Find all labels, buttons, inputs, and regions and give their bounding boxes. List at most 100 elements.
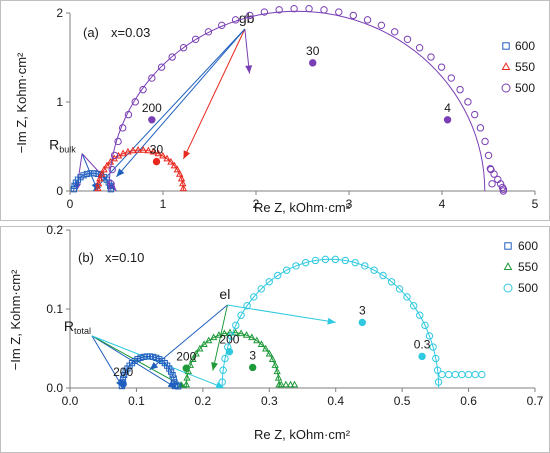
panel-b-series-500-point (265, 278, 273, 286)
panel-a-legend-marker-600 (502, 42, 510, 50)
panel-a-y-tick-label: 1 (56, 95, 63, 109)
panel-a-series-500-point (349, 11, 358, 20)
panel-b-series-550-point (186, 361, 195, 368)
panel-a-series-550-point (154, 149, 162, 157)
panel-b-y-tick-label: 0.1 (46, 302, 63, 316)
panel-b-series-500-point (444, 370, 453, 379)
panel-a-series-500-point (218, 21, 226, 30)
panel-a-series-550-point (177, 174, 186, 182)
panel-b-legend-550: 550 (518, 260, 538, 274)
panel-b-legend-500: 500 (518, 281, 538, 295)
panel-a-series-500-point (108, 165, 116, 174)
panel-b-series-550-point (257, 340, 266, 348)
panel-a-annotation-arrow-gb (116, 28, 246, 178)
panel-a-series-550-point (159, 151, 167, 159)
panel-a-annotation-arrow-gb (183, 28, 246, 160)
panel-a-series-500-point (107, 180, 115, 188)
panel-a-series-550-point (124, 147, 132, 155)
panel-b-series-500-point (250, 293, 258, 301)
panel-b-series-500-point (478, 370, 486, 379)
panel-b: (b) x=0.10 Re Z, kOhm·cm² −Im Z, Kohm·cm… (8, 239, 538, 442)
panel-b-series-550-point (277, 380, 285, 388)
panel-a-series-550-point (119, 149, 127, 157)
panel-a-series-500-point (476, 124, 485, 132)
panel-b-series-600-point (137, 354, 144, 361)
panel-a-series-500-point (484, 151, 493, 160)
panel-b-series-550-point (286, 380, 295, 388)
panel-b-y-axis-label: −Im Z, Kohm·cm² (8, 269, 23, 370)
panel-b-series-500-point (370, 266, 378, 274)
panel-a-annotation-arrow-gb (92, 28, 246, 192)
panel-b-series-550-point (226, 328, 234, 336)
panel-a-series-600-point (91, 170, 98, 177)
panel-b-series-600-point (150, 353, 157, 361)
panel-a-series-500-point (456, 85, 464, 94)
panel-b-series-500-point (403, 293, 411, 301)
panel-b-y-tick-label: 0.2 (46, 223, 63, 237)
panel-b-series-500-point (301, 258, 310, 267)
panel-b-legend: 600 550 500 (518, 239, 538, 295)
panel-b-annotation-arrow-el (212, 304, 228, 371)
panel-b-x-tick-label: 0.4 (327, 394, 344, 408)
panel-a-series-500-point (481, 137, 489, 146)
panel-b-x-tick-label: 0.2 (195, 394, 212, 408)
panel-b-x-tick-label: 0.1 (128, 394, 145, 408)
panel-a-series-500-point (335, 8, 343, 16)
panel-a-series-550-point (167, 157, 175, 165)
panel-a-annotation-arrowhead-gb (245, 65, 253, 74)
panel-a-legend-500: 500 (515, 81, 535, 95)
panel-b-series-550-point (261, 344, 270, 352)
panel-a-series-500-point (157, 63, 166, 71)
panel-a-series-600-point (80, 172, 87, 179)
panel-b-series-600-point (166, 365, 173, 372)
panel-b-series-550-point (242, 331, 251, 338)
panel-b-annotation-rtotal: Rtotal (64, 318, 91, 336)
panel-a-legend-marker-550 (501, 62, 511, 71)
panel-b-series-500-point (311, 256, 320, 265)
panel-a-y-tick-label: 0 (56, 184, 63, 198)
panel-b-x-tick-label: 0.7 (527, 394, 544, 408)
panel-b-series-550-point (265, 349, 274, 357)
panel-b-legend-marker-500 (503, 283, 513, 293)
panel-b-series-500-point (433, 366, 442, 374)
panel-a-series-500-point (499, 187, 508, 195)
panel-a-label: (a) (83, 25, 99, 40)
panel-b-series-550-point (237, 329, 245, 337)
panel-a-x-tick-label: 1 (160, 197, 167, 211)
panel-a-series-600-point (71, 182, 78, 189)
panel-b-series-600-point (143, 353, 150, 360)
panel-a-annotation-arrowhead-gb (183, 150, 191, 159)
panel-b-series-500-point (331, 255, 340, 264)
panel-a-series-550-point (163, 154, 171, 162)
panel-a-series-600-point (83, 170, 91, 178)
panel-b-x-tick-label: 0.5 (394, 394, 411, 408)
panel-b-series-550-point (183, 373, 191, 381)
panel-b-annotation-arrowhead-el (211, 362, 218, 371)
panel-b-series-550-point (209, 333, 218, 341)
panel-b-annotation-sub-rtotal: total (74, 326, 91, 336)
panel-b-highlight-label: 200 (219, 333, 239, 347)
panel-a-series-500-point (320, 6, 328, 14)
panel-b-series-500-point (434, 378, 443, 386)
panel-a-series-600-point (87, 170, 94, 177)
panel-a-series-550-point (129, 146, 137, 154)
panel-b-x-tick-label: 0.6 (460, 394, 477, 408)
panel-a-series-500-point (124, 110, 133, 119)
panel-b-series-500-fit-line (221, 258, 440, 389)
panel-a-series-550-point (97, 170, 106, 177)
panel-b-legend-600: 600 (518, 239, 538, 253)
panel-a-annotation-arrowhead-gb (116, 168, 125, 177)
panel-b-series-500-point (321, 255, 330, 264)
panel-a-highlight-point (148, 116, 156, 124)
panel-b-series-500-point (237, 311, 245, 319)
panel-b-series-500-point (351, 258, 359, 267)
panel-a-series-500-point (305, 4, 313, 13)
panel-a-annotation-sub-rbulk: bulk (59, 145, 76, 155)
panel-a-highlight-point (443, 116, 452, 124)
panel-a-series-550-point (94, 184, 102, 192)
panel-b-x-tick-label: 0.0 (62, 394, 79, 408)
panel-b-series-600-point (122, 368, 129, 375)
panel-b-series-500-point (425, 332, 434, 340)
panel-a-composition: x=0.03 (111, 25, 150, 40)
